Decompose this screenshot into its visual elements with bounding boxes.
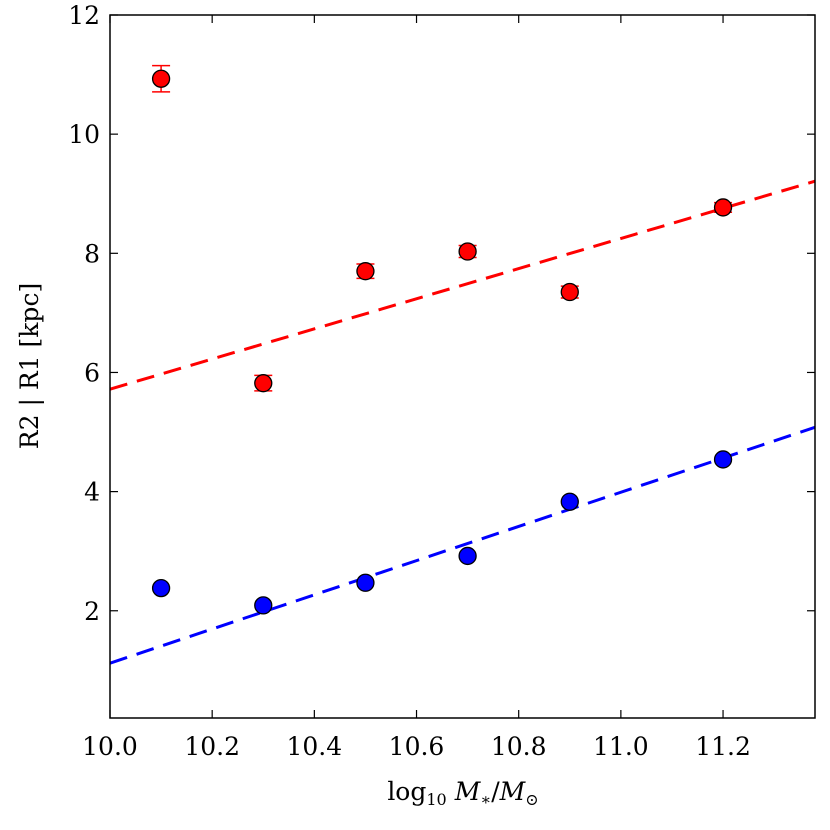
x-axis-label-star: ∗ <box>480 790 491 809</box>
x-tick-label: 10.0 <box>82 732 138 761</box>
error-bars <box>152 64 733 392</box>
data-point-r1 <box>151 578 171 598</box>
x-axis-label-m: M <box>454 777 482 806</box>
y-tick-label: 4 <box>84 478 100 507</box>
x-axis-label-sun: ⊙ <box>525 790 538 809</box>
data-point-r1 <box>560 492 579 511</box>
x-axis-label-subscript: 10 <box>426 790 446 809</box>
fit-line-r2 <box>110 179 815 391</box>
data-point-r1 <box>458 546 477 566</box>
x-tick-label: 10.8 <box>491 732 547 761</box>
fit-line-r1 <box>110 425 815 665</box>
x-tick-label: 10.2 <box>184 732 240 761</box>
data-point-r1 <box>713 450 733 469</box>
y-tick-label: 2 <box>84 597 100 626</box>
data-point-r2 <box>560 282 579 302</box>
y-tick-label: 10 <box>68 120 100 149</box>
y-tick-label: 6 <box>84 358 100 387</box>
data-point-r2 <box>254 374 273 393</box>
data-point-r2 <box>356 262 375 281</box>
x-tick-label: 10.4 <box>287 732 343 761</box>
y-tick-label: 12 <box>68 1 100 30</box>
x-axis-label-m2: M <box>499 777 527 806</box>
x-axis-label: log10 M∗/M⊙ <box>387 777 538 809</box>
fit-lines <box>110 179 815 665</box>
x-tick-label: 10.6 <box>389 732 445 761</box>
data-point-r2 <box>151 69 171 88</box>
data-points <box>151 69 733 615</box>
data-point-r1 <box>356 573 375 592</box>
data-point-r2 <box>713 198 733 217</box>
x-tick-label: 11.2 <box>695 732 751 761</box>
data-point-r2 <box>458 242 477 261</box>
axis-ticks: 10.0 10.2 10.4 10.6 10.8 11.0 11.2 2 4 6 8 10 12 <box>68 1 815 761</box>
x-tick-label: 11.0 <box>593 732 649 761</box>
x-axis-label-log: log <box>387 777 426 806</box>
data-point-r1 <box>254 596 273 615</box>
y-axis-label: R2 | R1 [kpc] <box>15 283 45 449</box>
plot-area-frame <box>109 14 816 719</box>
x-axis-label-slash: / <box>491 777 500 806</box>
y-tick-label: 8 <box>84 239 100 268</box>
